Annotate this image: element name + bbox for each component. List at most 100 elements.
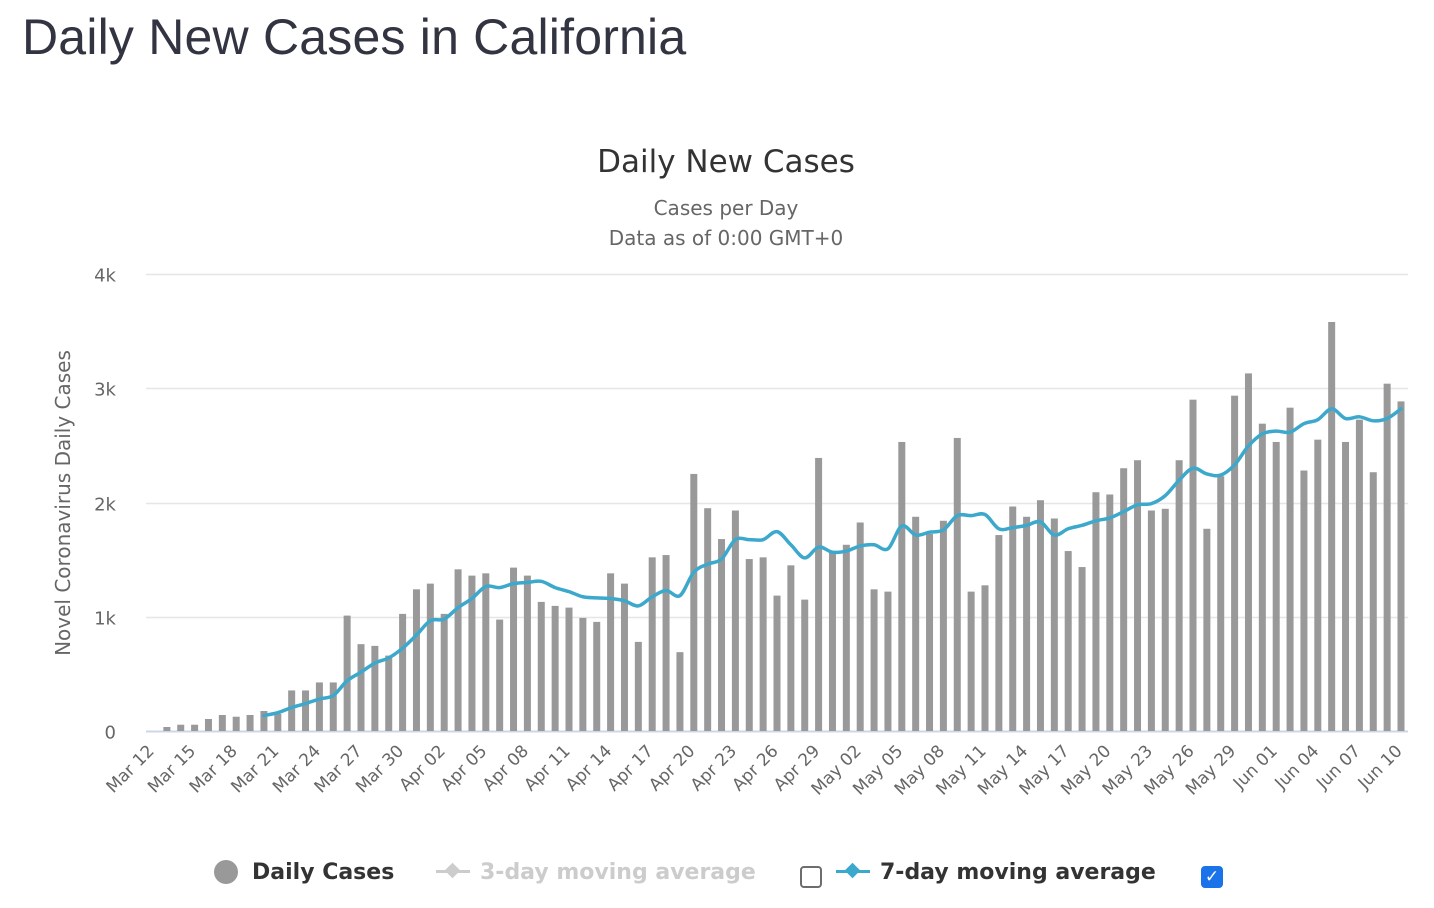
y-tick-label: 1k [94, 609, 116, 630]
daily-cases-bar [1189, 399, 1197, 731]
y-tick-label: 2k [94, 495, 116, 516]
daily-cases-bar [1147, 510, 1155, 731]
daily-cases-bar [412, 589, 420, 731]
daily-cases-bar [163, 727, 171, 731]
moving-average-lines [262, 407, 1403, 718]
daily-cases-bar [801, 599, 809, 731]
legend-label: 3-day moving average [480, 859, 756, 885]
daily-cases-bar [399, 613, 407, 731]
legend-item-7-day-average[interactable]: 7-day moving average [836, 852, 1156, 892]
x-tick-label: Apr 08 [479, 741, 533, 795]
daily-cases-bar [593, 621, 601, 731]
daily-cases-bar [1231, 395, 1239, 731]
daily-cases-bar [246, 715, 254, 731]
daily-cases-bar [1092, 492, 1100, 731]
circle-marker-icon [214, 860, 238, 884]
daily-cases-bar [551, 605, 559, 731]
y-axis-title: Novel Coronavirus Daily Cases [51, 350, 75, 656]
daily-cases-bar [759, 557, 767, 731]
daily-cases-bar [454, 569, 462, 731]
daily-cases-bar [1300, 470, 1308, 731]
x-tick-label: Jun 10 [1354, 741, 1407, 794]
daily-cases-bar [315, 682, 323, 731]
daily-cases-bar [1397, 401, 1405, 731]
daily-cases-bar [482, 573, 490, 731]
daily-cases-bar [1175, 460, 1183, 731]
daily-cases-bar [1203, 528, 1211, 731]
x-tick-label: Apr 17 [604, 741, 658, 795]
daily-cases-bar [620, 583, 628, 731]
legend: Daily Cases 3-day moving average 7-day m… [0, 852, 1434, 896]
x-tick-label: Apr 11 [520, 741, 574, 795]
daily-cases-bar [302, 690, 310, 731]
x-tick-label: Jun 07 [1312, 741, 1365, 794]
daily-cases-bar [1106, 494, 1114, 731]
daily-cases-bar [357, 644, 365, 731]
daily-cases-bar [468, 575, 476, 731]
daily-cases-bar [1342, 441, 1350, 731]
daily-cases-bar [1314, 439, 1322, 731]
daily-cases-bar [634, 641, 642, 731]
daily-cases-bar [426, 583, 434, 731]
daily-cases-bar [1120, 468, 1128, 731]
daily-cases-bar [828, 552, 836, 731]
checkbox-3-day-average[interactable] [800, 866, 822, 888]
x-tick-label: Apr 05 [437, 741, 491, 795]
daily-cases-bar [967, 591, 975, 731]
daily-new-cases-chart: Daily New Cases Cases per Day Data as of… [51, 144, 1408, 800]
y-tick-label: 0 [105, 723, 116, 744]
daily-cases-bar [1328, 321, 1336, 731]
diamond-line-marker-icon [436, 870, 470, 874]
daily-cases-bar [1383, 383, 1391, 731]
daily-cases-bar [1369, 472, 1377, 731]
daily-cases-bar [1355, 419, 1363, 731]
daily-cases-bar [288, 690, 296, 731]
daily-cases-bar [773, 595, 781, 731]
daily-cases-bar [565, 607, 573, 731]
checkbox-7-day-average[interactable]: ✓ [1201, 866, 1223, 888]
daily-cases-bar [496, 619, 504, 731]
daily-cases-bar [981, 585, 989, 731]
daily-cases-bar [579, 617, 587, 731]
daily-cases-bar [745, 559, 753, 731]
daily-cases-bar [537, 601, 545, 731]
daily-cases-bar [787, 565, 795, 731]
daily-cases-bar [912, 516, 920, 731]
daily-cases-bar [1064, 551, 1072, 731]
daily-cases-bar [329, 682, 337, 731]
daily-cases-bar [510, 567, 518, 731]
daily-cases-bar [371, 645, 379, 731]
daily-cases-bar [1050, 518, 1058, 731]
seven-day-average-line [262, 407, 1403, 718]
daily-cases-bar [648, 557, 656, 731]
daily-cases-bar [856, 522, 864, 731]
daily-cases-bar [204, 719, 212, 731]
y-axis-ticks: 0 1k 2k 3k 4k [94, 266, 116, 744]
x-tick-label: Apr 14 [562, 741, 616, 795]
daily-cases-bar [1036, 500, 1044, 731]
daily-cases-bar [440, 613, 448, 731]
daily-cases-bar [385, 655, 393, 731]
chart-subtitle-line-2: Data as of 0:00 GMT+0 [609, 226, 844, 250]
y-tick-label: 4k [94, 266, 116, 287]
daily-cases-bar [1286, 407, 1294, 731]
x-tick-label: Apr 26 [728, 741, 782, 795]
daily-cases-bar [274, 713, 282, 731]
daily-cases-bar [260, 711, 268, 731]
daily-cases-bar [343, 615, 351, 731]
daily-cases-bar [718, 539, 726, 731]
daily-cases-bar [232, 716, 240, 731]
daily-cases-bar [1009, 506, 1017, 731]
daily-cases-bar [898, 441, 906, 731]
legend-item-daily-cases[interactable]: Daily Cases [214, 852, 394, 892]
diamond-line-marker-icon [836, 870, 870, 874]
legend-item-3-day-average[interactable]: 3-day moving average [436, 852, 756, 892]
daily-cases-bar [1023, 516, 1031, 731]
legend-label: 7-day moving average [880, 859, 1156, 885]
daily-cases-bar [191, 724, 199, 731]
daily-cases-bar [607, 573, 615, 731]
daily-cases-bar [731, 510, 739, 731]
daily-cases-bars [163, 321, 1405, 731]
daily-cases-bar [1134, 460, 1142, 731]
